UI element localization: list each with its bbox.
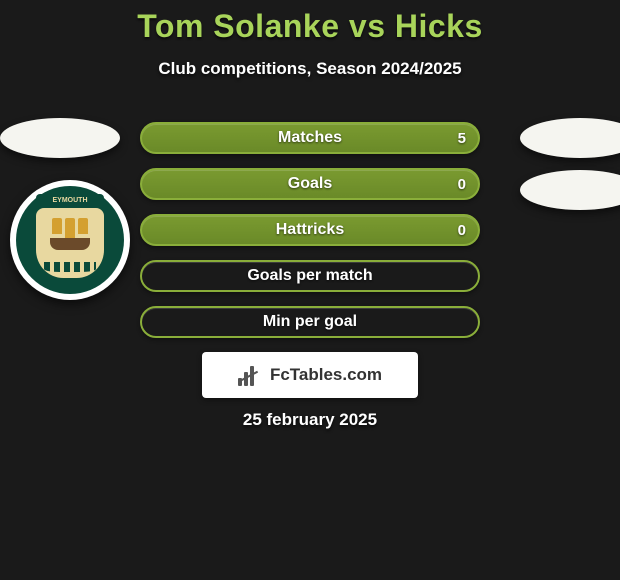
stat-value: 5 bbox=[458, 130, 466, 147]
waves-icon bbox=[44, 262, 96, 272]
crest-banner: EYMOUTH bbox=[36, 194, 104, 208]
ship-icon bbox=[44, 218, 96, 250]
stat-label: Goals bbox=[288, 175, 332, 193]
page-subtitle: Club competitions, Season 2024/2025 bbox=[0, 59, 620, 79]
stat-row-goals: Goals 0 bbox=[140, 168, 480, 200]
brand-text: FcTables.com bbox=[270, 365, 382, 385]
stat-label: Matches bbox=[278, 129, 342, 147]
stats-panel: Matches 5 Goals 0 Hattricks 0 Goals per … bbox=[140, 122, 480, 352]
stat-value: 0 bbox=[458, 176, 466, 193]
stat-row-goals-per-match: Goals per match bbox=[140, 260, 480, 292]
stat-row-min-per-goal: Min per goal bbox=[140, 306, 480, 338]
stat-label: Hattricks bbox=[276, 221, 344, 239]
player-badge-left bbox=[0, 118, 120, 158]
stat-row-matches: Matches 5 bbox=[140, 122, 480, 154]
stat-row-hattricks: Hattricks 0 bbox=[140, 214, 480, 246]
stat-label: Min per goal bbox=[263, 313, 357, 331]
page-title: Tom Solanke vs Hicks bbox=[0, 8, 620, 45]
player-badge-right-1 bbox=[520, 118, 620, 158]
stat-label: Goals per match bbox=[247, 267, 372, 285]
chart-icon bbox=[238, 364, 264, 386]
stat-value: 0 bbox=[458, 222, 466, 239]
date-label: 25 february 2025 bbox=[0, 410, 620, 430]
club-crest: EYMOUTH bbox=[10, 180, 130, 300]
player-badge-right-2 bbox=[520, 170, 620, 210]
brand-box: FcTables.com bbox=[202, 352, 418, 398]
